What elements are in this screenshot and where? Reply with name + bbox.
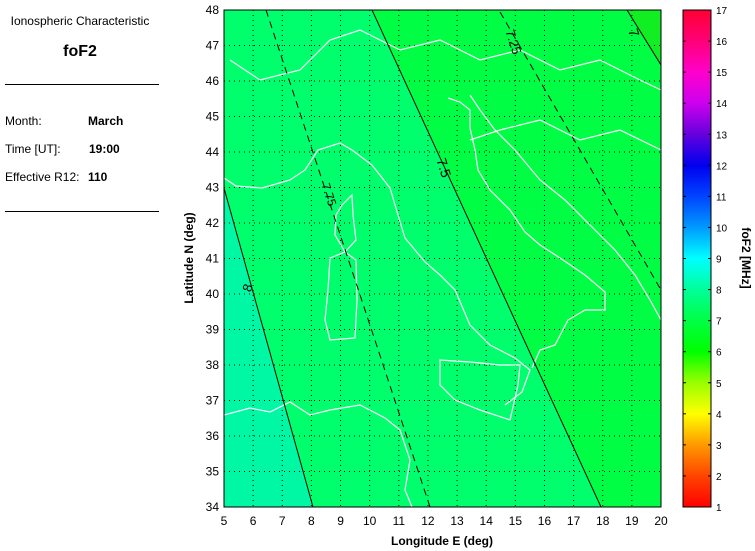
- colorbar: [682, 9, 712, 508]
- y-tick-label: 41: [206, 252, 220, 266]
- colorbar-tick-label: 7: [716, 317, 722, 328]
- month-value: March: [88, 114, 124, 128]
- contour-7.75: [265, 10, 431, 507]
- x-axis-label: Longitude E (deg): [391, 534, 493, 548]
- colorbar-tick-label: 17: [716, 6, 728, 17]
- y-tick-label: 42: [206, 216, 220, 230]
- colorbar-tick-label: 10: [716, 223, 728, 234]
- y-tick-label: 38: [206, 358, 220, 372]
- x-tick-label: 8: [308, 514, 315, 528]
- contour-label-7.25: 7.25: [502, 27, 524, 56]
- y-tick-label: 40: [206, 287, 220, 301]
- x-tick-label: 15: [509, 514, 523, 528]
- colorbar-tick-label: 13: [716, 130, 728, 141]
- y-tick-label: 48: [206, 3, 220, 17]
- fill-7-to-7.5: [372, 10, 661, 507]
- r12-value: 110: [88, 170, 108, 184]
- x-tick-label: 20: [654, 514, 668, 528]
- parameter-title: foF2: [63, 43, 97, 60]
- y-tick-label: 39: [206, 323, 220, 337]
- r12-label: Effective R12:: [5, 170, 80, 184]
- x-tick-label: 5: [221, 514, 228, 528]
- x-tick-label: 17: [567, 514, 581, 528]
- divider: [5, 211, 159, 212]
- x-tick-label: 14: [480, 514, 494, 528]
- y-axis-label: Latitude N (deg): [182, 212, 196, 303]
- y-axis-ticks: 34 35 36 37 38 39 40 41 42 43 44 45 46 47 48: [206, 3, 220, 514]
- colorbar-tick-label: 2: [716, 472, 722, 483]
- colorbar-tick-label: 1: [716, 503, 722, 514]
- colorbar-tick-label: 11: [716, 192, 727, 203]
- x-tick-label: 19: [625, 514, 639, 528]
- y-tick-label: 44: [206, 145, 220, 159]
- colorbar-tick-label: 3: [716, 441, 722, 452]
- y-tick-label: 37: [206, 394, 220, 408]
- x-tick-label: 9: [337, 514, 344, 528]
- x-tick-label: 11: [393, 514, 406, 528]
- colorbar-tick-label: 9: [716, 255, 722, 266]
- time-value: 19:00: [89, 142, 120, 156]
- x-tick-label: 18: [596, 514, 610, 528]
- colorbar-tick-label: 15: [716, 68, 728, 79]
- map-plot-area: 8 7.75 7.5 7.25 7: [224, 10, 661, 507]
- contour-7.5: [371, 10, 602, 507]
- plot-frame: [223, 9, 662, 508]
- y-tick-label: 46: [206, 74, 220, 88]
- colorbar-tick-label: 16: [716, 37, 728, 48]
- y-tick-label: 43: [206, 181, 220, 195]
- coastlines: [224, 29, 661, 507]
- time-label: Time [UT]:: [5, 142, 61, 156]
- y-tick-label: 34: [206, 500, 220, 514]
- x-tick-label: 16: [538, 514, 552, 528]
- contour-lines: [224, 10, 661, 507]
- info-heading: Ionospheric Characteristic: [10, 14, 150, 28]
- colorbar-tick-label: 6: [716, 348, 722, 359]
- x-tick-label: 12: [421, 514, 435, 528]
- contour-label-8: 8: [239, 282, 256, 294]
- colorbar-tick-label: 8: [716, 286, 722, 297]
- contour-label-7.5: 7.5: [433, 156, 454, 180]
- contour-label-7.75: 7.75: [319, 181, 340, 208]
- divider: [5, 84, 159, 85]
- contour-7: [626, 10, 661, 66]
- colorbar-tick-label: 4: [716, 410, 722, 421]
- y-tick-label: 45: [206, 110, 220, 124]
- x-axis-ticks: 5 6 7 8 9 10 11 12 13 14 15 16 17 18 19 20: [221, 514, 668, 528]
- colorbar-tick-label: 5: [716, 379, 722, 390]
- colorbar-tick-label: 14: [716, 99, 728, 110]
- x-tick-label: 6: [250, 514, 257, 528]
- contour-8: [224, 187, 314, 507]
- x-tick-label: 10: [363, 514, 377, 528]
- x-tick-label: 7: [279, 514, 286, 528]
- contour-7.25: [499, 11, 661, 291]
- y-tick-label: 36: [206, 429, 220, 443]
- y-tick-label: 47: [206, 39, 220, 53]
- colorbar-tick-label: 12: [716, 161, 728, 172]
- x-tick-label: 13: [450, 514, 464, 528]
- month-label: Month:: [5, 114, 42, 128]
- colorbar-label: foF2 [MHz]: [739, 227, 753, 288]
- y-tick-label: 35: [206, 465, 220, 479]
